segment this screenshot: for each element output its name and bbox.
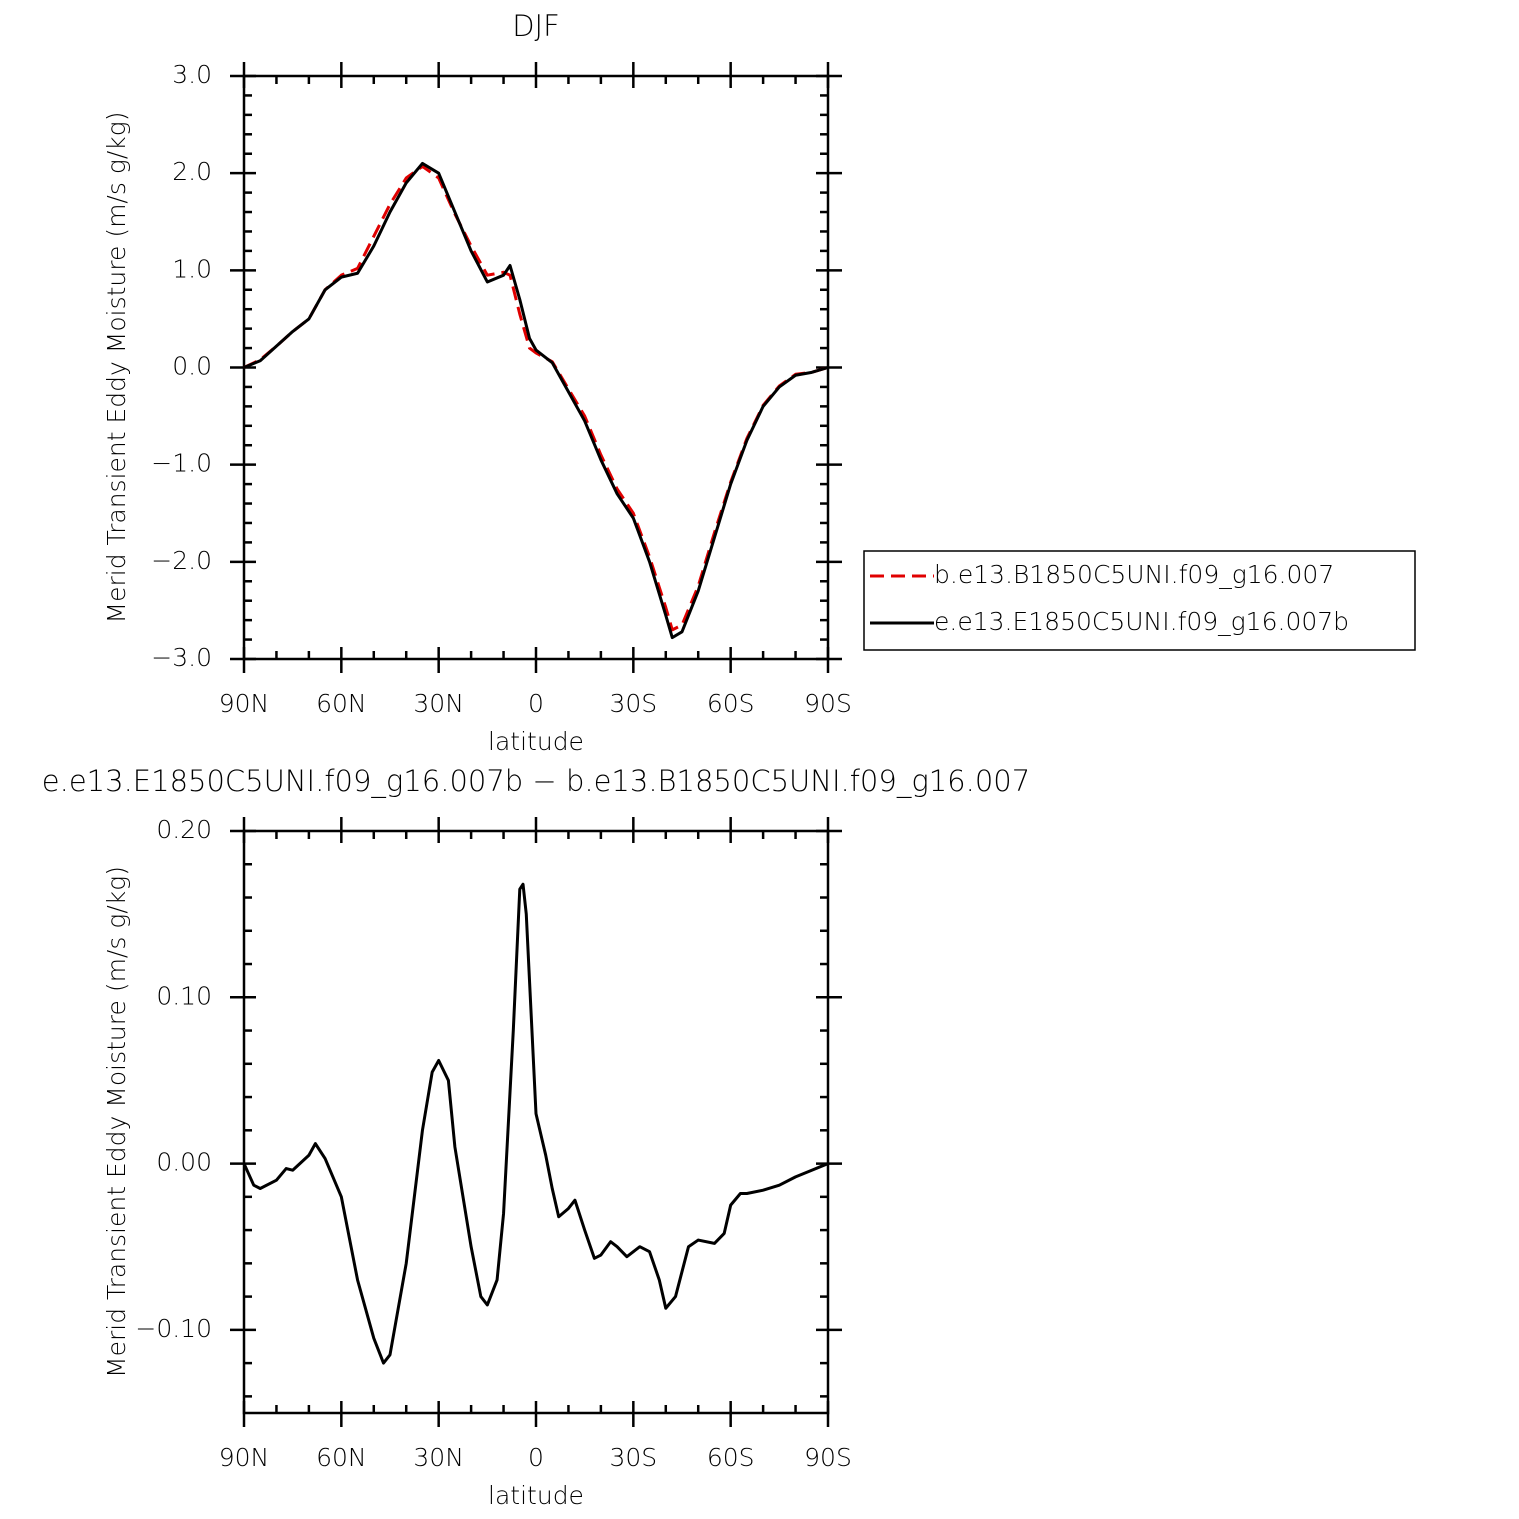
y-tick-label: 2.0 [172, 157, 212, 186]
y-axis-label: Merid Transient Eddy Moisture (m/s g/kg) [102, 112, 131, 624]
legend-box [863, 550, 1416, 651]
x-tick-label: 30N [413, 689, 464, 718]
x-tick-label: 90N [219, 689, 270, 718]
y-tick-label: −2.0 [151, 546, 212, 575]
chart-title: e.e13.E1850C5UNI.f09_g16.007b − b.e13.B1… [42, 764, 1030, 799]
x-tick-label: 30N [413, 1443, 464, 1472]
x-axis-label: latitude [488, 1481, 584, 1510]
x-tick-label: 90S [804, 689, 852, 718]
x-tick-label: 60N [316, 1443, 367, 1472]
y-tick-label: −0.10 [135, 1314, 212, 1343]
x-tick-label: 60S [707, 1443, 755, 1472]
y-tick-label: 0.20 [156, 815, 212, 844]
plot-frame [242, 74, 830, 661]
legend-label: e.e13.E1850C5UNI.f09_g16.007b [934, 607, 1349, 636]
series-line [243, 164, 829, 632]
x-tick-label: 30S [609, 689, 657, 718]
y-tick-label: 0.10 [156, 981, 212, 1010]
x-tick-label: 90N [219, 1443, 270, 1472]
legend-label: b.e13.B1850C5UNI.f09_g16.007 [934, 560, 1334, 589]
y-tick-label: 3.0 [172, 60, 212, 89]
y-tick-label: 0.0 [172, 352, 212, 381]
y-tick-label: −3.0 [151, 643, 212, 672]
x-tick-label: 30S [609, 1443, 657, 1472]
series-line [242, 882, 829, 1365]
y-tick-label: 0.00 [156, 1148, 212, 1177]
x-axis-label: latitude [488, 727, 584, 756]
x-tick-label: 0 [528, 689, 544, 718]
y-tick-label: 1.0 [172, 254, 212, 283]
y-axis-label: Merid Transient Eddy Moisture (m/s g/kg) [102, 866, 131, 1378]
x-tick-label: 60N [316, 689, 367, 718]
series-line [243, 161, 829, 640]
x-tick-label: 90S [804, 1443, 852, 1472]
plot-frame [242, 829, 830, 1415]
x-tick-label: 60S [707, 689, 755, 718]
chart-title: DJF [512, 9, 560, 43]
x-tick-label: 0 [528, 1443, 544, 1472]
y-tick-label: −1.0 [151, 449, 212, 478]
